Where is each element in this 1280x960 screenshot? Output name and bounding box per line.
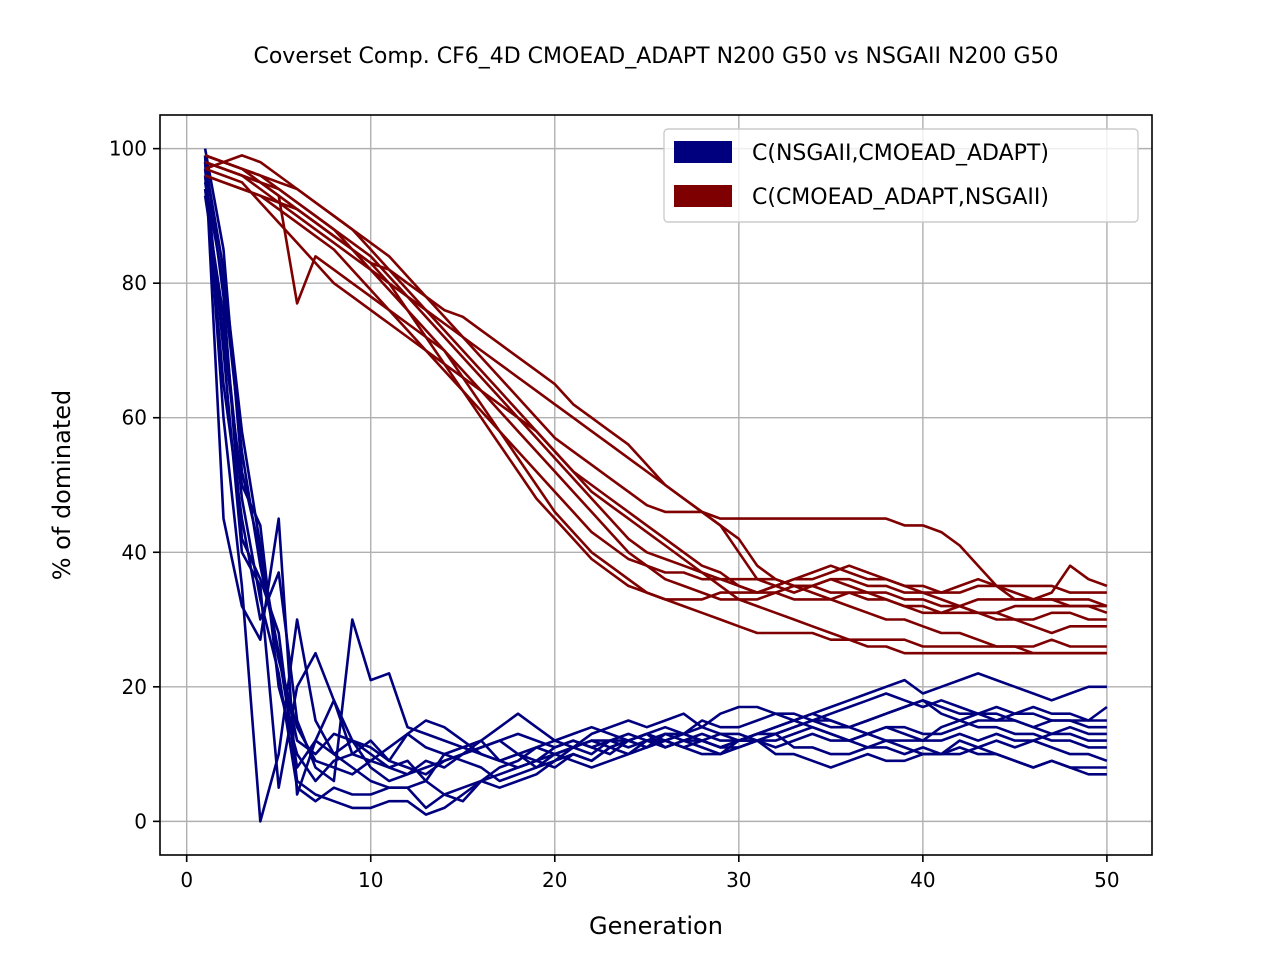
series-layer — [203, 148, 1108, 823]
x-axis-label: Generation — [589, 912, 723, 940]
series-line-cmoead-10 — [204, 154, 1108, 601]
legend-frame — [663, 128, 1139, 223]
series-line-nsgaii-7 — [203, 188, 1107, 783]
x-tick-label: 0 — [180, 868, 193, 892]
x-tick-label: 20 — [542, 868, 567, 892]
chart-title: Coverset Comp. CF6_4D CMOEAD_ADAPT N200 … — [253, 44, 1058, 69]
x-tick-label: 50 — [1094, 868, 1119, 892]
legend-swatch-nsgaii — [674, 141, 732, 163]
y-tick-label: 80 — [122, 271, 147, 295]
y-tick-label: 100 — [109, 137, 147, 161]
axis-ticks: 0 10 20 30 40 50 0 20 40 60 80 100 — [109, 137, 1120, 892]
x-tick-label: 30 — [726, 868, 751, 892]
y-tick-label: 60 — [122, 406, 147, 430]
y-tick-label: 0 — [134, 809, 147, 833]
legend-label-cmoead: C(CMOEAD_ADAPT,NSGAII) — [752, 185, 1049, 210]
legend-swatch-cmoead — [674, 185, 732, 207]
series-line-cmoead-3 — [204, 167, 1108, 615]
series-line-cmoead-8 — [204, 160, 1107, 655]
x-tick-label: 40 — [910, 868, 935, 892]
series-line-nsgaii-10 — [203, 161, 1107, 776]
y-axis-label: % of dominated — [48, 390, 76, 581]
y-tick-label: 20 — [122, 675, 147, 699]
grid — [160, 115, 1152, 855]
series-line-nsgaii-8 — [203, 195, 1108, 803]
legend-label-nsgaii: C(NSGAII,CMOEAD_ADAPT) — [752, 141, 1049, 166]
y-tick-label: 40 — [122, 540, 147, 564]
series-line-cmoead-6 — [204, 154, 1107, 601]
series-line-nsgaii-9 — [203, 155, 1107, 816]
series-line-cmoead-9 — [204, 174, 1107, 615]
x-tick-label: 10 — [358, 868, 383, 892]
legend: C(NSGAII,CMOEAD_ADAPT) C(CMOEAD_ADAPT,NS… — [663, 128, 1139, 223]
plot-frame — [159, 114, 1153, 856]
